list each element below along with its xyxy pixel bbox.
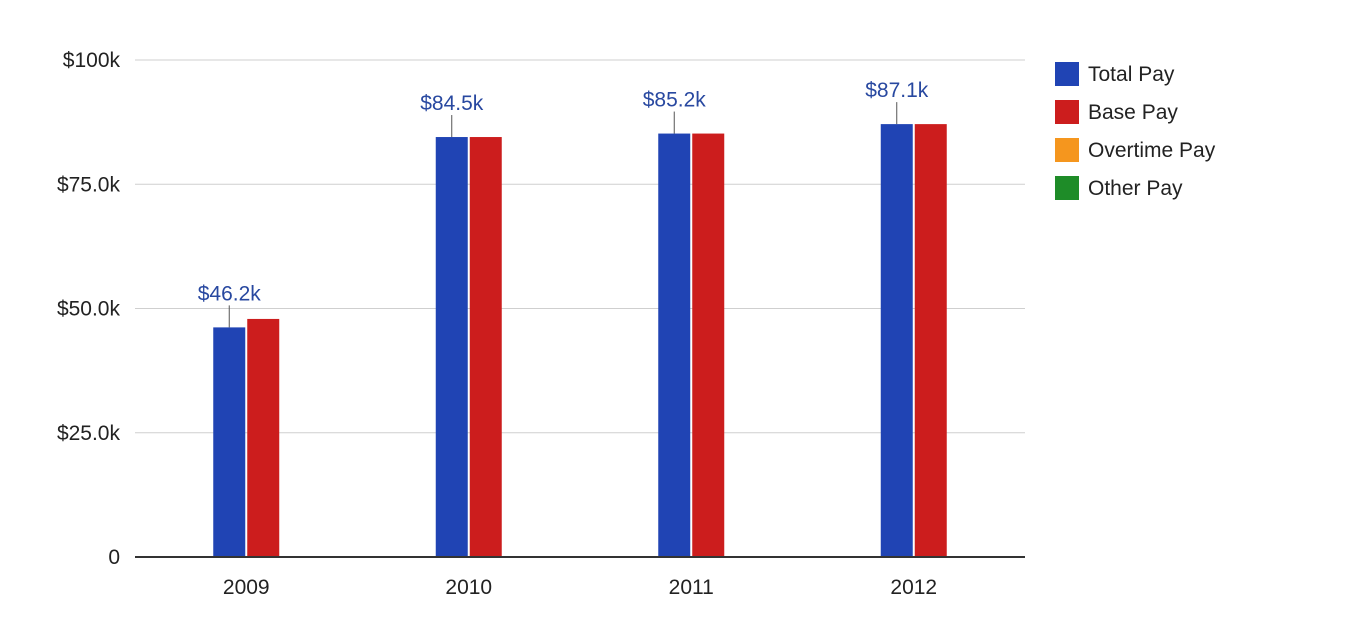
data-labels: $46.2k $84.5k $85.2k $87.1k: [198, 79, 929, 328]
data-label: $84.5k: [420, 92, 484, 115]
y-tick-label: 0: [108, 546, 120, 569]
legend-label: Base Pay: [1088, 101, 1178, 124]
x-tick-label: 2012: [890, 576, 937, 599]
data-label: $85.2k: [643, 89, 707, 112]
data-label: $87.1k: [865, 79, 929, 102]
bar-total-pay-2010: [435, 137, 468, 557]
y-tick-label: $50.0k: [57, 298, 121, 321]
bar-base-pay-2010: [469, 137, 502, 557]
bars: [213, 124, 947, 557]
bar-total-pay-2011: [658, 133, 691, 557]
y-tick-label: $25.0k: [57, 422, 121, 445]
bar-base-pay-2009: [247, 318, 280, 557]
bar-total-pay-2012: [880, 124, 913, 557]
legend: Total Pay Base Pay Overtime Pay Other Pay: [1055, 62, 1216, 200]
legend-label: Overtime Pay: [1088, 139, 1216, 162]
gridlines: [135, 59, 1025, 434]
x-axis-labels: 2009 2010 2011 2012: [223, 576, 937, 599]
y-tick-label: $100k: [63, 49, 121, 72]
legend-swatch: [1055, 62, 1079, 86]
data-label: $46.2k: [198, 282, 262, 305]
legend-swatch: [1055, 100, 1079, 124]
x-tick-label: 2010: [445, 576, 492, 599]
x-tick-label: 2011: [669, 576, 714, 599]
y-tick-label: $75.0k: [57, 173, 121, 196]
legend-label: Total Pay: [1088, 63, 1175, 86]
y-axis-ticks: 0 $25.0k $50.0k $75.0k $100k: [57, 49, 121, 569]
bar-base-pay-2011: [692, 133, 725, 557]
legend-swatch: [1055, 176, 1079, 200]
x-tick-label: 2009: [223, 576, 270, 599]
legend-label: Other Pay: [1088, 177, 1183, 200]
bar-base-pay-2012: [914, 124, 947, 557]
bar-total-pay-2009: [213, 327, 246, 557]
legend-swatch: [1055, 138, 1079, 162]
